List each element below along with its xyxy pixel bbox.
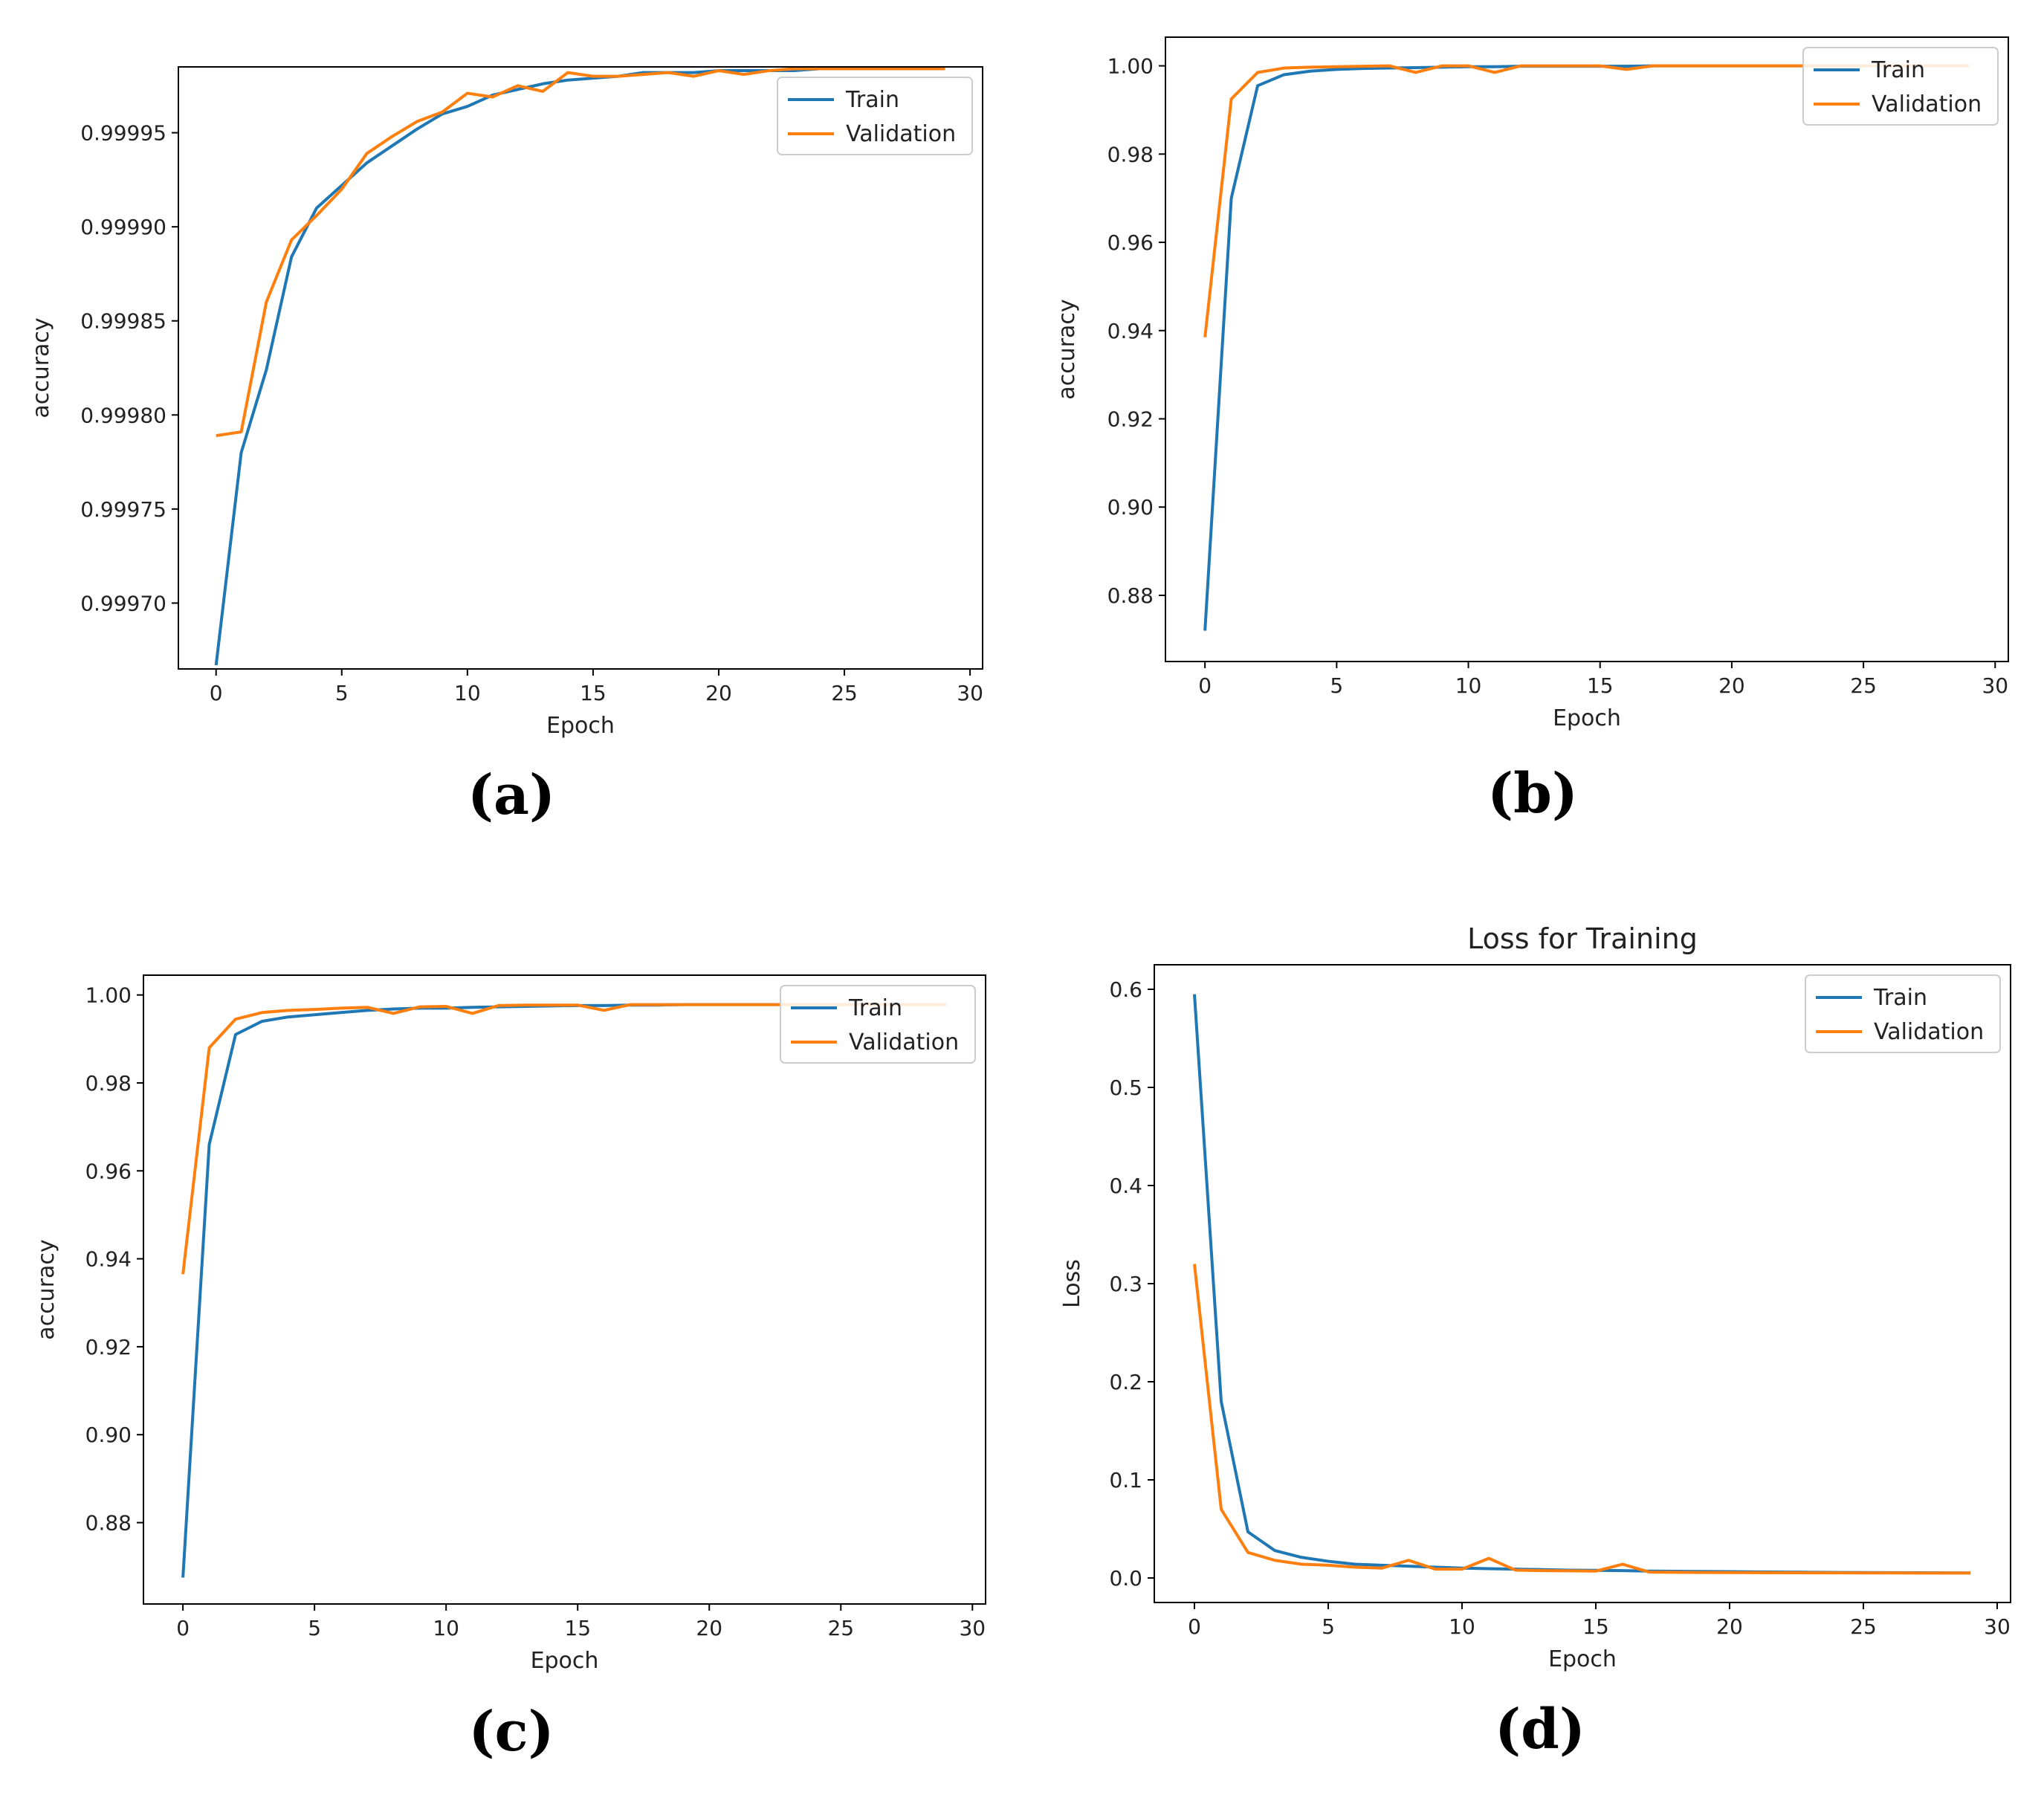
x-tick-label: 15 <box>580 681 607 705</box>
x-tick-label: 10 <box>1449 1614 1475 1639</box>
x-tick-label: 30 <box>1984 1614 2011 1639</box>
y-tick-label: 0.94 <box>85 1247 132 1272</box>
y-tick-label: 0.99985 <box>80 309 166 334</box>
y-axis-label: accuracy <box>28 317 54 418</box>
panel-caption: (d) <box>1495 1698 1585 1762</box>
y-tick-label: 0.99980 <box>80 403 166 427</box>
panel-caption: (c) <box>468 1700 554 1764</box>
x-tick-label: 25 <box>827 1616 854 1640</box>
series-line-validation <box>1193 1264 1970 1575</box>
x-tick-label: 20 <box>696 1616 722 1640</box>
x-tick-label: 0 <box>1188 1614 1201 1639</box>
legend: Train Validation <box>1802 47 1999 126</box>
x-tick-label: 30 <box>959 1616 986 1640</box>
x-tick-label: 15 <box>564 1616 591 1640</box>
y-axis-label: accuracy <box>1054 299 1080 399</box>
x-axis-label: Epoch <box>531 1648 599 1674</box>
y-tick-label: 0.3 <box>1109 1272 1142 1296</box>
legend: Train Validation <box>1805 974 2001 1053</box>
legend-label-validation: Validation <box>1872 91 1982 117</box>
x-tick-label: 25 <box>1850 673 1877 698</box>
y-tick-label: 0.6 <box>1109 977 1142 1002</box>
series-line-train <box>1203 64 1969 631</box>
x-axis-label: Epoch <box>546 713 615 739</box>
x-tick-label: 5 <box>308 1616 321 1640</box>
y-tick-label: 0.0 <box>1109 1566 1142 1591</box>
x-tick-label: 5 <box>1330 673 1343 698</box>
y-tick-label: 0.98 <box>1107 142 1154 166</box>
x-tick-label: 25 <box>1850 1614 1877 1639</box>
y-tick-label: 0.88 <box>85 1511 132 1536</box>
y-tick-label: 0.96 <box>1107 230 1154 255</box>
x-tick-label: 0 <box>210 681 223 705</box>
x-tick-label: 5 <box>335 681 349 705</box>
legend: Train Validation <box>780 985 976 1064</box>
chart-panel-3: 0 5 10 15 20 25 30 0.88 0.90 0.92 0.94 0.96 0.98 1.00… <box>33 974 986 1764</box>
y-tick-label: 1.00 <box>1107 54 1154 79</box>
y-tick-label: 0.99970 <box>80 591 166 615</box>
y-tick-label: 0.92 <box>85 1335 132 1359</box>
y-tick-label: 0.2 <box>1109 1370 1142 1394</box>
x-tick-label: 10 <box>433 1616 459 1640</box>
x-tick-label: 15 <box>1582 1614 1609 1639</box>
x-tick-label: 10 <box>454 681 481 705</box>
y-tick-label: 0.98 <box>85 1071 132 1096</box>
y-tick-label: 0.99990 <box>80 215 166 239</box>
series-line-validation <box>216 67 945 438</box>
x-tick-label: 30 <box>1982 673 2008 698</box>
chart-panel-1: 0 5 10 15 20 25 30 0.99970 0.99975 0.99980 0.99985… <box>28 66 983 827</box>
x-tick-label: 5 <box>1322 1614 1335 1639</box>
legend-label-train: Train <box>1873 985 1927 1011</box>
axes-frame <box>1165 36 2009 662</box>
legend-label-train: Train <box>848 995 902 1021</box>
series-line-train <box>181 1003 946 1578</box>
series-line-train <box>214 67 945 666</box>
y-tick-label: 0.99995 <box>80 121 166 146</box>
y-tick-label: 1.00 <box>85 983 132 1008</box>
panel-caption: (b) <box>1487 762 1578 826</box>
chart-panel-4: 0 5 10 15 20 25 30 0.0 0.1 0.2 0.3 0.4 0.5 0.6 Epoch Lo… <box>1059 922 2011 1762</box>
x-tick-label: 20 <box>1716 1614 1743 1639</box>
x-axis-label: Epoch <box>1548 1646 1617 1672</box>
chart-panel-2: 0 5 10 15 20 25 30 0.88 0.90 0.92 0.94 0.96 0.98 1.00… <box>1054 36 2009 826</box>
y-axis-label: accuracy <box>33 1239 59 1339</box>
x-tick-label: 25 <box>831 681 858 705</box>
x-tick-label: 20 <box>1718 673 1745 698</box>
legend-label-train: Train <box>845 87 899 113</box>
x-tick-label: 20 <box>705 681 732 705</box>
legend-label-train: Train <box>1871 57 1925 83</box>
y-tick-label: 0.90 <box>85 1423 132 1447</box>
y-tick-label: 0.96 <box>85 1159 132 1183</box>
legend: Train Validation <box>777 77 973 155</box>
x-tick-label: 0 <box>1198 673 1212 698</box>
legend-label-validation: Validation <box>846 121 956 147</box>
x-tick-label: 15 <box>1587 673 1614 698</box>
y-tick-label: 0.5 <box>1109 1076 1142 1100</box>
legend-label-validation: Validation <box>849 1029 959 1055</box>
y-tick-label: 0.4 <box>1109 1174 1142 1198</box>
y-tick-label: 0.90 <box>1107 495 1154 520</box>
x-axis-label: Epoch <box>1553 705 1621 731</box>
y-axis-label: Loss <box>1059 1259 1085 1308</box>
y-tick-label: 0.1 <box>1109 1468 1142 1492</box>
axes-frame <box>143 974 986 1605</box>
x-tick-label: 0 <box>176 1616 190 1640</box>
legend-label-validation: Validation <box>1874 1019 1984 1045</box>
series-line-train <box>1193 994 1971 1575</box>
y-tick-label: 0.99975 <box>80 497 166 522</box>
y-tick-label: 0.94 <box>1107 319 1154 343</box>
chart-title: Loss for Training <box>1467 922 1698 955</box>
x-tick-label: 30 <box>957 681 983 705</box>
panel-caption: (a) <box>468 763 555 827</box>
x-tick-label: 10 <box>1455 673 1482 698</box>
axes-frame <box>178 66 983 670</box>
axes-frame <box>1154 964 2011 1603</box>
y-tick-label: 0.88 <box>1107 583 1154 608</box>
y-tick-label: 0.92 <box>1107 407 1154 431</box>
